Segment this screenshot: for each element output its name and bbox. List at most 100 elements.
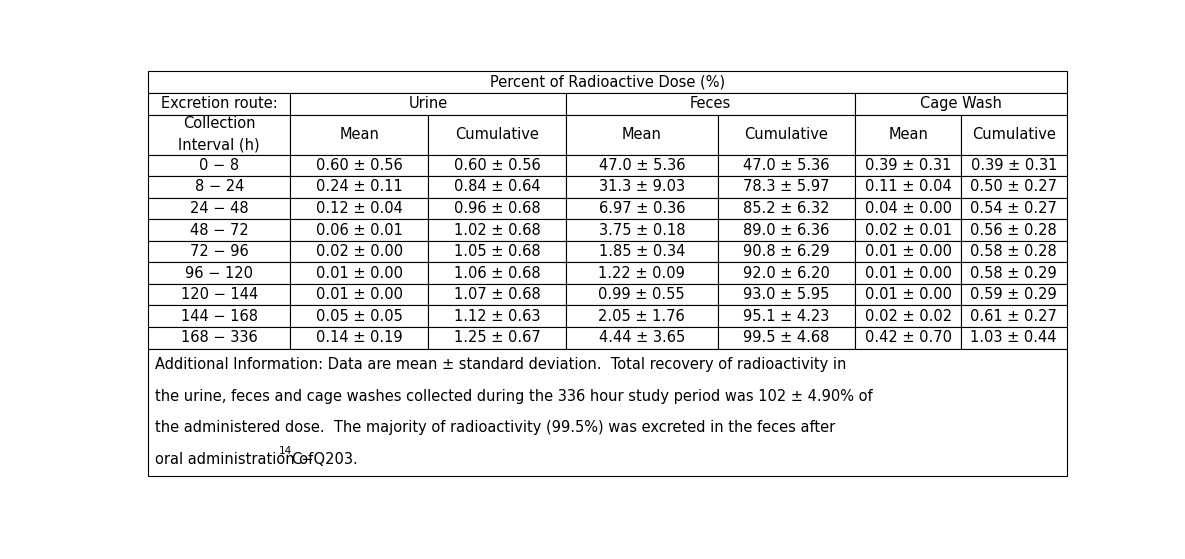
Text: 6.97 ± 0.36: 6.97 ± 0.36 <box>598 201 685 216</box>
Bar <box>290 93 566 115</box>
Bar <box>290 154 428 176</box>
Text: 1.07 ± 0.68: 1.07 ± 0.68 <box>454 287 540 302</box>
Bar <box>148 115 290 154</box>
Bar <box>718 284 856 305</box>
Text: 0.58 ± 0.29: 0.58 ± 0.29 <box>971 266 1057 281</box>
Text: 1.03 ± 0.44: 1.03 ± 0.44 <box>971 330 1057 345</box>
Text: 92.0 ± 6.20: 92.0 ± 6.20 <box>743 266 830 281</box>
Text: 0.02 ± 0.00: 0.02 ± 0.00 <box>315 244 403 259</box>
Text: C−Q203.: C−Q203. <box>290 452 358 467</box>
Text: 0.54 ± 0.27: 0.54 ± 0.27 <box>971 201 1057 216</box>
Text: Cage Wash: Cage Wash <box>920 96 1001 111</box>
Text: Collection: Collection <box>182 116 256 131</box>
Bar <box>290 327 428 349</box>
Bar <box>718 176 856 198</box>
Text: the administered dose.  The majority of radioactivity (99.5%) was excreted in th: the administered dose. The majority of r… <box>155 420 835 435</box>
Text: Feces: Feces <box>690 96 731 111</box>
Text: 85.2 ± 6.32: 85.2 ± 6.32 <box>743 201 830 216</box>
Bar <box>428 305 566 327</box>
Bar <box>718 198 856 219</box>
Text: 0.04 ± 0.00: 0.04 ± 0.00 <box>865 201 952 216</box>
Text: 0.12 ± 0.04: 0.12 ± 0.04 <box>316 201 403 216</box>
Bar <box>856 262 961 284</box>
Bar <box>566 327 718 349</box>
Bar <box>718 241 856 262</box>
Bar <box>566 115 718 154</box>
Bar <box>148 327 290 349</box>
Text: 120 − 144: 120 − 144 <box>180 287 258 302</box>
Bar <box>566 198 718 219</box>
Bar <box>718 305 856 327</box>
Bar <box>718 262 856 284</box>
Bar <box>856 115 961 154</box>
Bar <box>961 241 1066 262</box>
Text: 72 − 96: 72 − 96 <box>190 244 249 259</box>
Text: 1.22 ± 0.09: 1.22 ± 0.09 <box>598 266 685 281</box>
Text: 0.14 ± 0.19: 0.14 ± 0.19 <box>316 330 403 345</box>
Text: 0.56 ± 0.28: 0.56 ± 0.28 <box>971 222 1057 238</box>
Bar <box>148 284 290 305</box>
Bar <box>428 284 566 305</box>
Text: Mean: Mean <box>888 127 928 142</box>
Bar <box>856 305 961 327</box>
Bar <box>290 262 428 284</box>
Bar <box>148 154 290 176</box>
Bar <box>566 93 856 115</box>
Bar <box>961 115 1066 154</box>
Bar <box>856 219 961 241</box>
Bar <box>856 241 961 262</box>
Bar <box>566 176 718 198</box>
Bar <box>428 241 566 262</box>
Text: Additional Information: Data are mean ± standard deviation.  Total recovery of r: Additional Information: Data are mean ± … <box>155 357 847 372</box>
Bar <box>566 262 718 284</box>
Bar <box>428 176 566 198</box>
Text: 0.01 ± 0.00: 0.01 ± 0.00 <box>865 266 952 281</box>
Bar <box>148 349 1066 476</box>
Bar <box>148 198 290 219</box>
Text: 0.60 ± 0.56: 0.60 ± 0.56 <box>454 158 540 173</box>
Text: 90.8 ± 6.29: 90.8 ± 6.29 <box>743 244 830 259</box>
Bar <box>148 72 1066 93</box>
Text: Cumulative: Cumulative <box>972 127 1056 142</box>
Text: 0.01 ± 0.00: 0.01 ± 0.00 <box>316 266 403 281</box>
Text: 8 − 24: 8 − 24 <box>194 179 244 195</box>
Text: Urine: Urine <box>409 96 448 111</box>
Text: 0.02 ± 0.01: 0.02 ± 0.01 <box>865 222 952 238</box>
Bar <box>428 262 566 284</box>
Bar <box>961 262 1066 284</box>
Text: 0.01 ± 0.00: 0.01 ± 0.00 <box>865 287 952 302</box>
Text: 95.1 ± 4.23: 95.1 ± 4.23 <box>743 309 830 324</box>
Text: 47.0 ± 5.36: 47.0 ± 5.36 <box>743 158 830 173</box>
Text: 1.12 ± 0.63: 1.12 ± 0.63 <box>454 309 540 324</box>
Text: 0.24 ± 0.11: 0.24 ± 0.11 <box>316 179 403 195</box>
Text: 0.50 ± 0.27: 0.50 ± 0.27 <box>971 179 1057 195</box>
Bar <box>148 241 290 262</box>
Text: 0.96 ± 0.68: 0.96 ± 0.68 <box>454 201 540 216</box>
Text: 0.06 ± 0.01: 0.06 ± 0.01 <box>316 222 403 238</box>
Bar <box>290 219 428 241</box>
Text: 1.85 ± 0.34: 1.85 ± 0.34 <box>598 244 685 259</box>
Bar <box>290 198 428 219</box>
Text: 0.99 ± 0.55: 0.99 ± 0.55 <box>598 287 685 302</box>
Bar <box>718 219 856 241</box>
Text: Percent of Radioactive Dose (%): Percent of Radioactive Dose (%) <box>489 75 725 89</box>
Bar <box>290 115 428 154</box>
Bar <box>428 219 566 241</box>
Text: 0.39 ± 0.31: 0.39 ± 0.31 <box>971 158 1057 173</box>
Bar <box>566 241 718 262</box>
Text: 0.61 ± 0.27: 0.61 ± 0.27 <box>971 309 1057 324</box>
Text: 0.84 ± 0.64: 0.84 ± 0.64 <box>454 179 540 195</box>
Bar <box>428 327 566 349</box>
Text: 0.02 ± 0.02: 0.02 ± 0.02 <box>865 309 952 324</box>
Bar <box>856 176 961 198</box>
Text: 47.0 ± 5.36: 47.0 ± 5.36 <box>598 158 685 173</box>
Bar <box>428 154 566 176</box>
Bar <box>856 327 961 349</box>
Text: 1.02 ± 0.68: 1.02 ± 0.68 <box>454 222 540 238</box>
Bar <box>718 154 856 176</box>
Bar <box>566 154 718 176</box>
Text: 96 − 120: 96 − 120 <box>185 266 254 281</box>
Text: 4.44 ± 3.65: 4.44 ± 3.65 <box>598 330 685 345</box>
Bar <box>148 262 290 284</box>
Bar <box>290 305 428 327</box>
